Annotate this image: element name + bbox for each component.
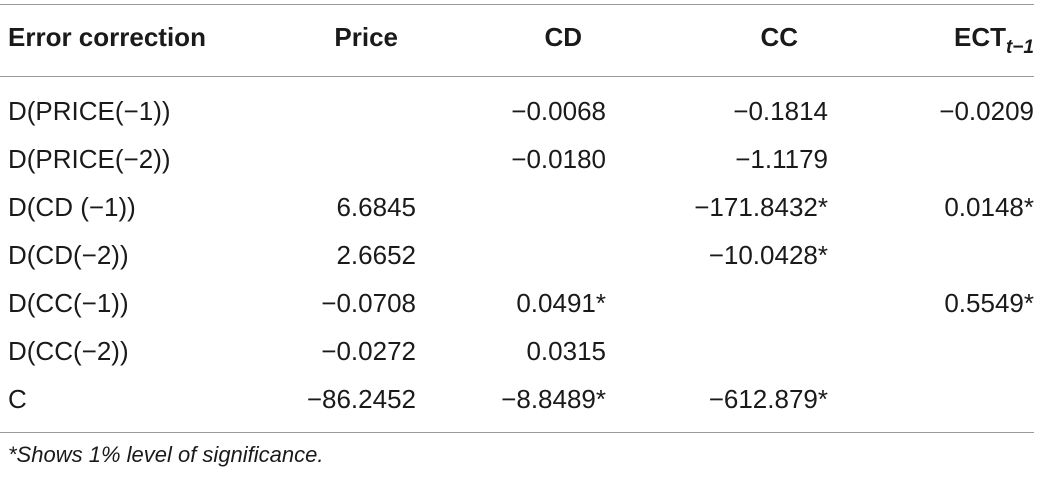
cell-price: −86.2452 (306, 384, 416, 414)
table-row: D(PRICE(−2)) −0.0180 −1.1179 (0, 136, 1034, 184)
cell-ect: 0.0148* (944, 192, 1034, 222)
header-price: Price (334, 22, 398, 52)
cell-cd: −0.0180 (511, 144, 606, 174)
cell-cc: −0.1814 (733, 96, 828, 126)
table-header-row: Error correction Price CD CC ECTt−1 (0, 22, 1034, 62)
table-footnote: *Shows 1% level of significance. (8, 442, 324, 467)
row-label: D(PRICE(−2)) (8, 144, 171, 174)
cell-price: 6.6845 (336, 192, 416, 222)
row-label: C (8, 384, 27, 414)
cell-cc: −10.0428* (708, 240, 828, 270)
row-label: D(PRICE(−1)) (8, 96, 171, 126)
cell-cc: −612.879* (708, 384, 828, 414)
cell-price: −0.0708 (321, 288, 416, 318)
table-top-rule (0, 4, 1034, 5)
cell-price: 2.6652 (336, 240, 416, 270)
cell-ect: −0.0209 (939, 96, 1034, 126)
row-label: D(CD (−1)) (8, 192, 136, 222)
table-body: D(PRICE(−1)) −0.0068 −0.1814 −0.0209 D(P… (0, 88, 1034, 424)
table-header-rule (0, 76, 1034, 77)
cell-cc: −1.1179 (735, 144, 828, 174)
cell-cd: 0.0491* (516, 288, 606, 318)
table-row: D(CC(−2)) −0.0272 0.0315 (0, 328, 1034, 376)
header-cd: CD (544, 22, 582, 52)
table-row: D(PRICE(−1)) −0.0068 −0.1814 −0.0209 (0, 88, 1034, 136)
table-row: D(CD (−1)) 6.6845 −171.8432* 0.0148* (0, 184, 1034, 232)
table-row: D(CD(−2)) 2.6652 −10.0428* (0, 232, 1034, 280)
table-row: D(CC(−1)) −0.0708 0.0491* 0.5549* (0, 280, 1034, 328)
header-cc: CC (760, 22, 798, 52)
row-label: D(CC(−2)) (8, 336, 129, 366)
cell-price: −0.0272 (321, 336, 416, 366)
cell-cc: −171.8432* (694, 192, 828, 222)
row-label: D(CC(−1)) (8, 288, 129, 318)
header-error-correction: Error correction (8, 22, 206, 52)
table-row: C −86.2452 −8.8489* −612.879* (0, 376, 1034, 424)
header-ect-main: ECT (954, 22, 1006, 52)
cell-cd: 0.0315 (526, 336, 606, 366)
header-ect-subscript: t−1 (1006, 37, 1034, 58)
header-ect: ECTt−1 (954, 22, 1034, 58)
cell-cd: −0.0068 (511, 96, 606, 126)
table-bottom-rule (0, 432, 1034, 433)
cell-ect: 0.5549* (944, 288, 1034, 318)
cell-cd: −8.8489* (501, 384, 606, 414)
row-label: D(CD(−2)) (8, 240, 129, 270)
